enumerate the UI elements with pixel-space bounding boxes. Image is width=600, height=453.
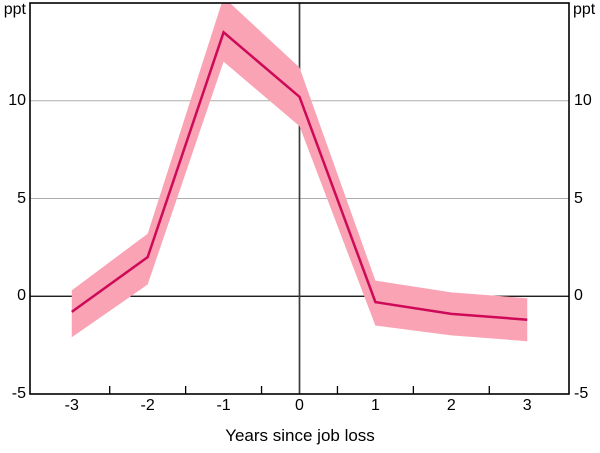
plot-border (29, 2, 570, 395)
confidence-band (71, 3, 528, 342)
x-tick-label: -1 (216, 397, 231, 414)
y-tick-label-right: 0 (574, 287, 583, 305)
x-tick-label: -2 (140, 397, 155, 414)
y-tick-label-left: 0 (17, 287, 26, 305)
y-tick-label-left: 10 (8, 91, 26, 109)
y-tick-label-left: 5 (17, 189, 26, 207)
x-tick-label: -3 (64, 397, 79, 414)
y-tick-label-right: 10 (574, 91, 592, 109)
x-tick-label: 3 (522, 397, 532, 414)
y-tick-label-right: -5 (574, 385, 589, 402)
x-tick-label: 2 (446, 397, 456, 414)
x-axis-title: Years since job loss (225, 426, 375, 445)
x-tick-label: 1 (370, 397, 380, 414)
y-tick-label-left: -5 (11, 385, 26, 402)
x-tick-label: 0 (295, 397, 304, 414)
y-tick-label-right: 5 (574, 189, 583, 207)
left-axis-unit-label: ppt (3, 1, 26, 18)
right-axis-unit-label: ppt (573, 1, 596, 18)
estimate-line (71, 30, 528, 321)
